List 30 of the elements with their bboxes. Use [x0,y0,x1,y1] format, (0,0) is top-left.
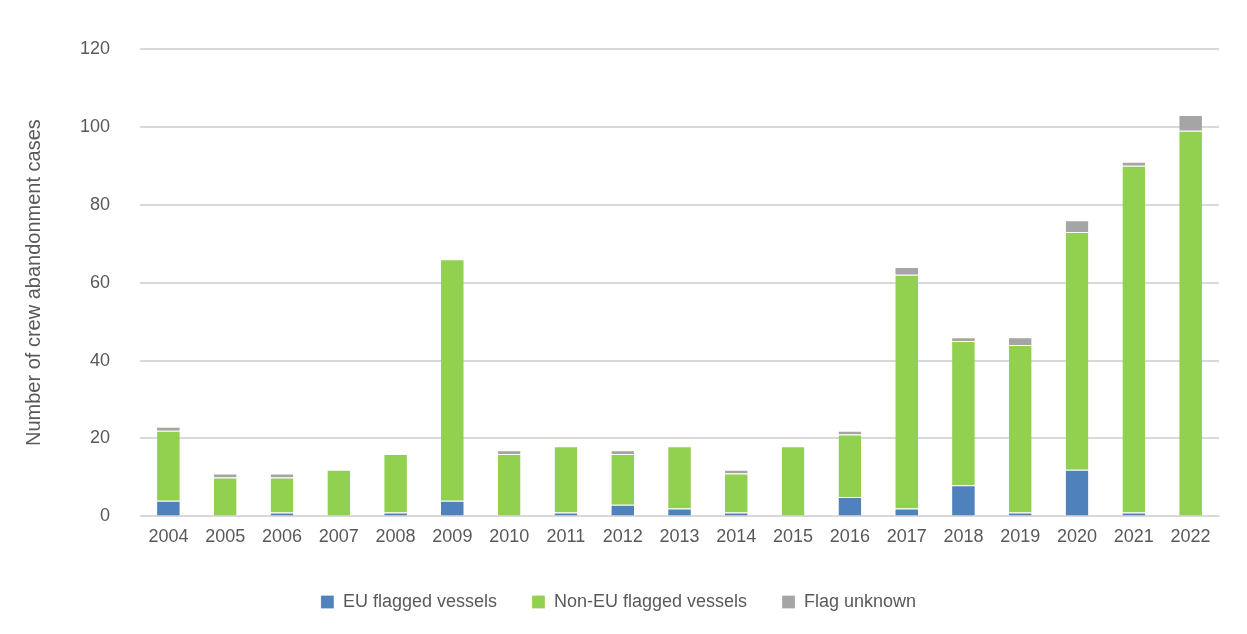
y-tick-label: 20 [90,427,111,448]
y-tick-label: 80 [90,193,111,214]
x-tick-label: 2008 [375,526,416,547]
x-tick-label: 2020 [1057,526,1098,547]
y-tick-label: 40 [90,349,111,370]
x-tick-label: 2011 [546,526,586,547]
y-tick-label: 0 [100,505,111,526]
x-tick-label: 2021 [1113,526,1154,547]
x-tick-label: 2022 [1170,526,1211,547]
y-axis-title: Number of crew abandonment cases [21,119,44,447]
x-tick-label: 2014 [716,526,757,547]
x-tick-label: 2004 [148,526,189,547]
x-tick-label: 2013 [659,526,700,547]
x-tick-label: 2018 [943,526,984,547]
legend-label: Flag unknown [804,590,917,611]
y-tick-label: 120 [79,37,111,58]
y-tick-label: 100 [79,115,111,136]
x-tick-label: 2017 [886,526,927,547]
x-tick-label: 2009 [432,526,473,547]
y-tick-label: 60 [90,271,111,292]
x-tick-label: 2019 [1000,526,1041,547]
x-tick-label: 2005 [205,526,246,547]
x-tick-label: 2007 [318,526,359,547]
legend-label: EU flagged vessels [342,590,497,611]
x-tick-label: 2010 [489,526,530,547]
x-tick-label: 2012 [602,526,643,547]
legend-label: Non-EU flagged vessels [553,590,748,611]
x-tick-label: 2015 [773,526,814,547]
x-tick-label: 2006 [261,526,303,547]
x-tick-label: 2016 [829,526,870,547]
